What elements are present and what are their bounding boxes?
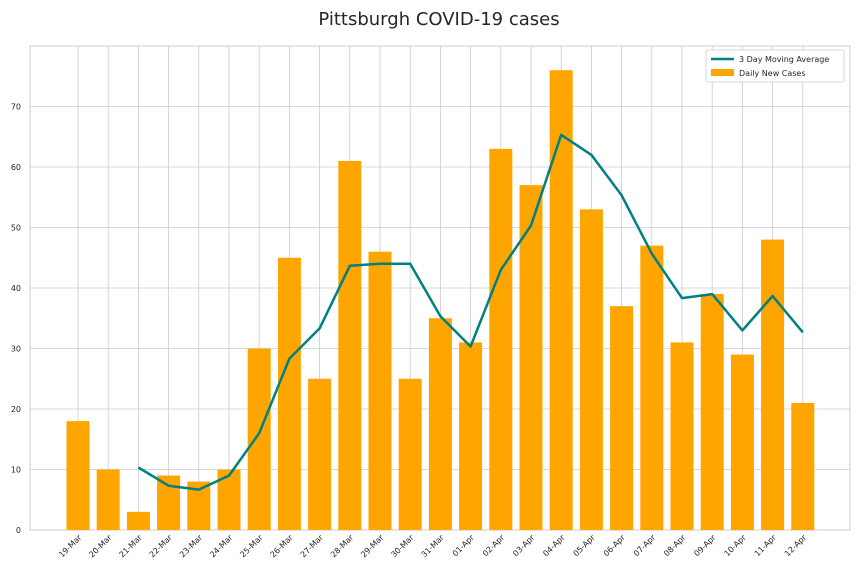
x-tick-label: 08-Apr	[662, 533, 688, 559]
x-tick-label: 01-Apr	[451, 533, 477, 559]
y-tick-label: 50	[11, 224, 21, 233]
y-tick-label: 70	[11, 103, 21, 112]
x-tick-label: 28-Mar	[329, 533, 356, 560]
moving-average-line	[137, 133, 804, 491]
x-tick-label: 26-Mar	[269, 533, 296, 560]
y-tick-label: 60	[11, 163, 21, 172]
x-tick-label: 21-Mar	[118, 533, 145, 560]
bar-22-Mar	[157, 475, 181, 530]
bar-24-Mar	[217, 469, 241, 530]
y-tick-label: 20	[11, 405, 21, 414]
bar-08-Apr	[670, 342, 694, 530]
bar-06-Apr	[610, 306, 634, 530]
bar-25-Mar	[247, 348, 271, 530]
bar-10-Apr	[730, 354, 754, 530]
y-tick-label: 0	[16, 526, 21, 535]
bar-30-Mar	[398, 378, 422, 530]
y-tick-label: 10	[11, 466, 21, 475]
x-tick-label: 10-Apr	[723, 533, 749, 559]
x-tick-label: 06-Apr	[602, 533, 628, 559]
y-tick-label: 40	[11, 284, 21, 293]
y-tick-label: 30	[11, 345, 21, 354]
bar-28-Mar	[338, 160, 362, 530]
x-tick-label: 12-Apr	[783, 533, 809, 559]
bar-02-Apr	[489, 148, 513, 530]
bar-05-Apr	[579, 209, 603, 530]
x-tick-label: 27-Mar	[299, 533, 326, 560]
x-tick-label: 25-Mar	[238, 533, 265, 560]
x-tick-label: 02-Apr	[481, 533, 507, 559]
bar-07-Apr	[640, 245, 664, 530]
x-tick-label: 29-Mar	[359, 533, 386, 560]
x-axis-ticks: 19-Mar 20-Mar 21-Mar 22-Mar 23-Mar 24-Mar 25-M…	[57, 533, 809, 560]
x-tick-label: 22-Mar	[148, 533, 175, 560]
x-tick-label: 03-Apr	[511, 533, 537, 559]
y-axis-ticks: 0 10 20 30 40 50 60 70	[11, 103, 21, 536]
legend-label-moving-average: 3 Day Moving Average	[739, 55, 829, 64]
bar-31-Mar	[428, 318, 452, 530]
x-tick-label: 23-Mar	[178, 533, 205, 560]
bar-12-Apr	[791, 402, 815, 530]
bar-26-Mar	[277, 257, 301, 530]
x-tick-label: 05-Apr	[572, 533, 598, 559]
chart-title: Pittsburgh COVID-19 cases	[318, 9, 559, 30]
legend-bar-swatch	[711, 69, 734, 76]
legend: 3 Day Moving Average Daily New Cases	[705, 49, 845, 83]
x-tick-label: 04-Apr	[541, 533, 567, 559]
x-tick-label: 19-Mar	[57, 533, 84, 560]
bar-01-Apr	[459, 342, 483, 530]
x-tick-label: 31-Mar	[420, 533, 447, 560]
x-tick-label: 20-Mar	[87, 533, 114, 560]
x-tick-label: 30-Mar	[389, 533, 416, 560]
bar-03-Apr	[519, 185, 543, 530]
x-tick-label: 09-Apr	[692, 533, 718, 559]
bar-21-Mar	[126, 511, 150, 530]
bar-23-Mar	[187, 481, 211, 530]
bar-09-Apr	[700, 294, 724, 530]
bar-27-Mar	[308, 378, 332, 530]
legend-box	[705, 49, 845, 83]
bar-19-Mar	[66, 421, 90, 530]
x-tick-label: 24-Mar	[208, 533, 235, 560]
bar-series	[66, 70, 815, 530]
legend-label-daily-cases: Daily New Cases	[739, 69, 806, 78]
bar-04-Apr	[549, 70, 573, 530]
x-tick-label: 11-Apr	[753, 533, 779, 559]
bar-20-Mar	[96, 469, 120, 530]
bar-11-Apr	[761, 239, 785, 530]
bar-29-Mar	[368, 251, 392, 530]
x-tick-label: 07-Apr	[632, 533, 658, 559]
